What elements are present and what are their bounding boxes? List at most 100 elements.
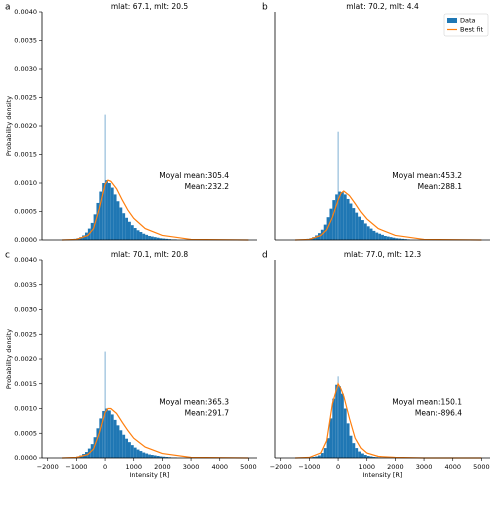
fit-line	[295, 190, 482, 241]
panel-title: mlat: 67.1, mlt: 20.5	[111, 2, 188, 11]
x-tick-label: 4000	[211, 463, 228, 471]
histogram-bar	[358, 216, 361, 240]
annotation: Mean:232.2	[185, 182, 230, 191]
histogram-bar	[326, 217, 330, 240]
y-tick-label: 0.0030	[14, 306, 37, 314]
histogram-bar	[352, 443, 356, 458]
histogram-bar	[153, 237, 157, 240]
histogram-bar	[326, 438, 330, 458]
histogram-bar	[130, 225, 134, 240]
histogram-bar	[361, 453, 364, 458]
histogram-bar	[386, 236, 390, 240]
x-tick-label: 5000	[473, 463, 490, 471]
y-tick-label: 0.0025	[14, 94, 37, 102]
panel-label: b	[262, 3, 268, 13]
histogram-bar	[165, 457, 169, 458]
histogram-bar	[104, 351, 106, 458]
histogram-bar	[404, 239, 407, 240]
histogram-bar	[318, 233, 321, 240]
histogram-bar	[392, 237, 396, 240]
y-tick-label: 0.0020	[14, 122, 37, 130]
y-tick-label: 0.0005	[14, 429, 37, 437]
fit-line	[295, 382, 482, 459]
annotation: Moyal mean:150.1	[392, 398, 462, 407]
histogram-bar	[395, 238, 399, 240]
histogram-bar	[332, 200, 336, 240]
y-tick-label: 0.0000	[14, 454, 37, 462]
histogram-bar	[139, 232, 143, 240]
histogram-bar	[369, 456, 373, 458]
histogram-bar	[375, 232, 379, 240]
histogram-bar	[145, 453, 149, 458]
y-tick-label: 0.0000	[14, 236, 37, 244]
histogram-bar	[133, 447, 137, 458]
panel-label: c	[5, 251, 10, 261]
panel-label: d	[262, 251, 268, 261]
histogram-bar	[116, 201, 120, 240]
annotation: Mean:-896.4	[415, 409, 462, 418]
histogram-bar	[104, 114, 106, 240]
annotation: Moyal mean:365.3	[159, 398, 229, 407]
histogram-bar	[315, 235, 318, 240]
x-tick-label: 4000	[444, 463, 461, 471]
histogram-bar	[352, 208, 356, 240]
histogram-bar	[383, 236, 387, 240]
histogram-bar	[125, 438, 128, 458]
y-tick-label: 0.0040	[14, 8, 37, 16]
histogram-bar	[329, 208, 333, 240]
annotation: Mean:288.1	[418, 182, 463, 191]
histogram-bar	[93, 437, 97, 458]
histogram-bar	[162, 238, 166, 240]
histogram-bar	[136, 230, 140, 240]
histogram-bar	[162, 456, 166, 458]
histogram-bar	[142, 233, 146, 240]
histogram-bar	[96, 428, 100, 458]
histogram-bar	[335, 384, 338, 458]
histogram-bar	[323, 224, 327, 240]
y-tick-label: 0.0015	[14, 151, 37, 159]
histogram-bar	[346, 423, 350, 458]
y-tick-label: 0.0010	[14, 405, 37, 413]
histogram-bar	[361, 220, 364, 240]
histogram-bar	[122, 213, 126, 240]
histogram-bar	[332, 398, 336, 458]
histogram-bar	[323, 448, 327, 458]
histogram-bar	[318, 455, 321, 458]
panel-label: a	[5, 3, 11, 13]
histogram-bar	[337, 376, 339, 458]
histogram-bar	[116, 425, 120, 458]
histogram-bar	[148, 236, 151, 240]
histogram-bar	[168, 239, 171, 240]
histogram-bar	[372, 230, 376, 240]
x-tick-label: −2000	[37, 463, 59, 471]
histogram-bar	[320, 453, 324, 458]
histogram-bar	[145, 234, 149, 240]
histogram-bar	[128, 221, 131, 240]
histogram-bar	[128, 442, 131, 458]
x-tick-label: −1000	[65, 463, 87, 471]
x-tick-label: 3000	[183, 463, 200, 471]
y-tick-label: 0.0025	[14, 330, 37, 338]
histogram-bar	[122, 434, 126, 458]
histogram-bar	[358, 451, 361, 458]
histogram-bar	[165, 238, 169, 240]
y-tick-label: 0.0020	[14, 355, 37, 363]
histogram-bar	[96, 202, 100, 240]
histogram-bar	[102, 183, 105, 240]
histogram-bar	[148, 454, 151, 458]
histogram-bar	[150, 455, 154, 458]
histogram-bar	[133, 228, 137, 240]
histogram-bar	[343, 194, 347, 240]
histogram-bar	[153, 455, 157, 458]
panel-title: mlat: 70.2, mlt: 4.4	[346, 2, 419, 11]
histogram-bar	[119, 430, 123, 458]
x-tick-label: 2000	[387, 463, 404, 471]
histogram-bar	[338, 386, 341, 458]
histogram-bar	[107, 410, 111, 458]
histogram-bar	[329, 418, 333, 458]
histogram-bar	[343, 408, 347, 458]
histogram-bar	[363, 223, 367, 240]
histogram-bar	[142, 452, 146, 458]
panel-title: mlat: 77.0, mlt: 12.3	[344, 250, 421, 259]
